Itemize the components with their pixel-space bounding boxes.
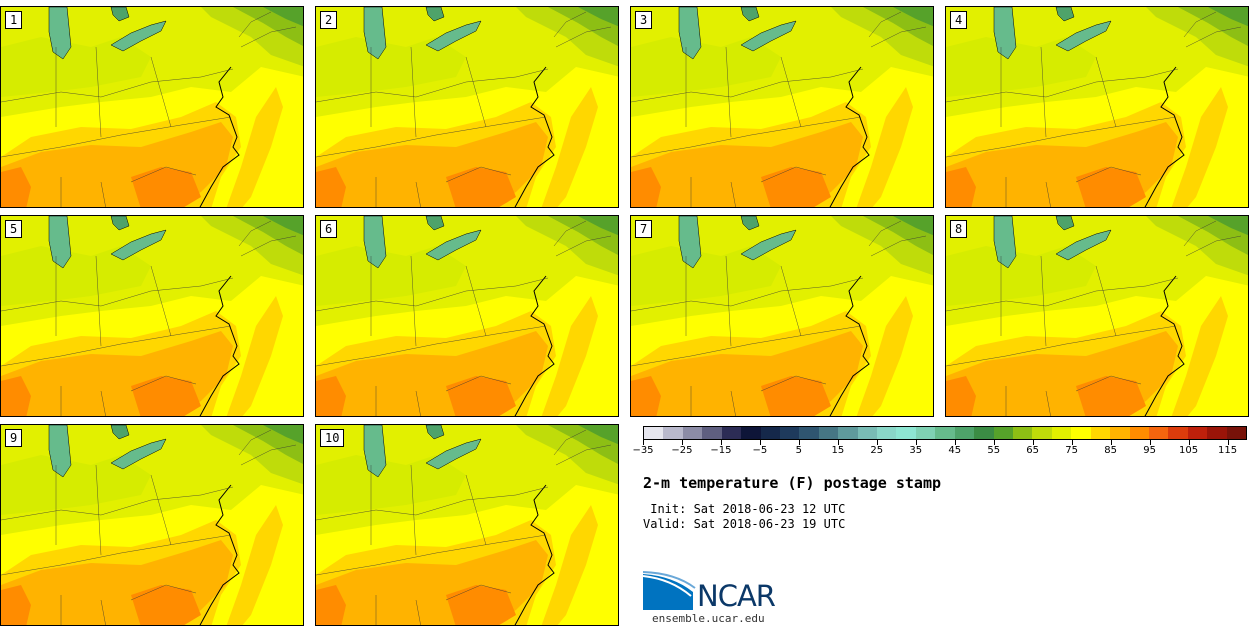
colorbar-tick <box>720 440 722 445</box>
colorbar-segment <box>818 427 839 439</box>
postage-stamp-panel: 2 <box>315 6 619 208</box>
colorbar-tick-label: 35 <box>909 445 923 456</box>
colorbar-segment <box>915 427 936 439</box>
colorbar-segment <box>974 427 994 439</box>
colorbar-segment <box>702 427 722 439</box>
colorbar-segment <box>993 427 1014 439</box>
stamp-number-label: 5 <box>5 220 23 238</box>
stamp-number-label: 9 <box>5 429 23 447</box>
stamp-number-label: 1 <box>5 11 23 29</box>
colorbar-segment <box>1013 427 1033 439</box>
colorbar-segment <box>1148 427 1169 439</box>
ncar-logo-icon <box>643 571 696 610</box>
colorbar-tick-label: −35 <box>632 445 654 456</box>
colorbar-tick <box>1071 440 1073 445</box>
colorbar-segment <box>1032 427 1052 439</box>
colorbar-segment <box>779 427 800 439</box>
colorbar-segment <box>760 427 780 439</box>
colorbar-tick-label: 15 <box>831 445 845 456</box>
postage-stamp-panel: 1 <box>0 6 304 208</box>
colorbar-tick-label: 45 <box>948 445 962 456</box>
postage-stamp-panel: 3 <box>630 6 934 208</box>
colorbar-tick <box>876 440 878 445</box>
colorbar-segment <box>877 427 897 439</box>
colorbar-segment <box>1071 427 1091 439</box>
postage-stamp-panel: 9 <box>0 424 304 626</box>
colorbar-segment <box>644 427 664 439</box>
postage-stamp-panel: 5 <box>0 215 304 417</box>
colorbar-tick-label: 55 <box>987 445 1001 456</box>
colorbar-tick <box>1110 440 1112 445</box>
valid-time: Valid: Sat 2018-06-23 19 UTC <box>643 517 846 531</box>
postage-stamp-panel: 7 <box>630 215 934 417</box>
ncar-logo-text: NCAR <box>697 579 776 613</box>
colorbar-tick <box>954 440 956 445</box>
stamp-number-label: 10 <box>320 429 345 447</box>
colorbar-segment <box>1110 427 1130 439</box>
temperature-colorbar <box>643 426 1247 440</box>
colorbar-tick <box>915 440 917 445</box>
colorbar-tick-label: −15 <box>710 445 732 456</box>
postage-stamp-panel: 8 <box>945 215 1249 417</box>
colorbar-segment <box>857 427 878 439</box>
colorbar-tick <box>643 440 644 445</box>
colorbar-tick-label: 115 <box>1217 445 1238 456</box>
colorbar-tick-label: 95 <box>1143 445 1156 456</box>
colorbar-tick-label: 75 <box>1065 445 1079 456</box>
colorbar-segment <box>935 427 955 439</box>
colorbar-tick <box>681 440 683 445</box>
colorbar-segment <box>1051 427 1072 439</box>
colorbar-tick <box>1227 440 1229 445</box>
colorbar-tick-label: 65 <box>1026 445 1040 456</box>
colorbar-tick <box>759 440 761 445</box>
stamp-number-label: 6 <box>320 220 338 238</box>
colorbar-segment <box>741 427 761 439</box>
colorbar-tick <box>837 440 839 445</box>
colorbar-segment <box>1226 427 1247 439</box>
colorbar-tick <box>798 440 800 445</box>
colorbar-tick <box>993 440 995 445</box>
colorbar-segment <box>1168 427 1188 439</box>
init-time: Init: Sat 2018-06-23 12 UTC <box>643 502 846 516</box>
stamp-number-label: 3 <box>635 11 653 29</box>
colorbar-segment <box>1207 427 1227 439</box>
site-url: ensemble.ucar.edu <box>652 612 765 625</box>
stamp-number-label: 4 <box>950 11 968 29</box>
stamp-number-label: 2 <box>320 11 338 29</box>
colorbar-segment <box>721 427 742 439</box>
colorbar-segment <box>1187 427 1208 439</box>
colorbar-segment <box>896 427 916 439</box>
colorbar-ticks: −35 −25 −15 −5 5 15 25 35 45 55 65 75 85 95 105 115 <box>632 440 1247 460</box>
colorbar-tick-label: 25 <box>870 445 884 456</box>
colorbar-segment <box>954 427 975 439</box>
colorbar-tick-label: 105 <box>1179 445 1199 456</box>
colorbar-tick <box>1032 440 1034 445</box>
postage-stamp-panel: 4 <box>945 6 1249 208</box>
colorbar-tick <box>1188 440 1190 445</box>
figure-title: 2-m temperature (F) postage stamp <box>643 474 942 492</box>
stamp-number-label: 7 <box>635 220 653 238</box>
colorbar-segment <box>838 427 858 439</box>
colorbar-segment <box>663 427 683 439</box>
colorbar-tick-label: 5 <box>795 445 803 456</box>
stamp-number-label: 8 <box>950 220 968 238</box>
colorbar-segment <box>799 427 819 439</box>
colorbar-tick-label: −25 <box>671 445 693 456</box>
colorbar-tick-label: −5 <box>752 445 768 456</box>
colorbar-tick-label: 85 <box>1104 445 1117 456</box>
colorbar-segment <box>682 427 703 439</box>
postage-stamp-panel: 6 <box>315 215 619 417</box>
postage-stamp-panel: 10 <box>315 424 619 626</box>
colorbar-segment <box>1129 427 1149 439</box>
colorbar-tick <box>1149 440 1151 445</box>
colorbar-segment <box>1090 427 1111 439</box>
